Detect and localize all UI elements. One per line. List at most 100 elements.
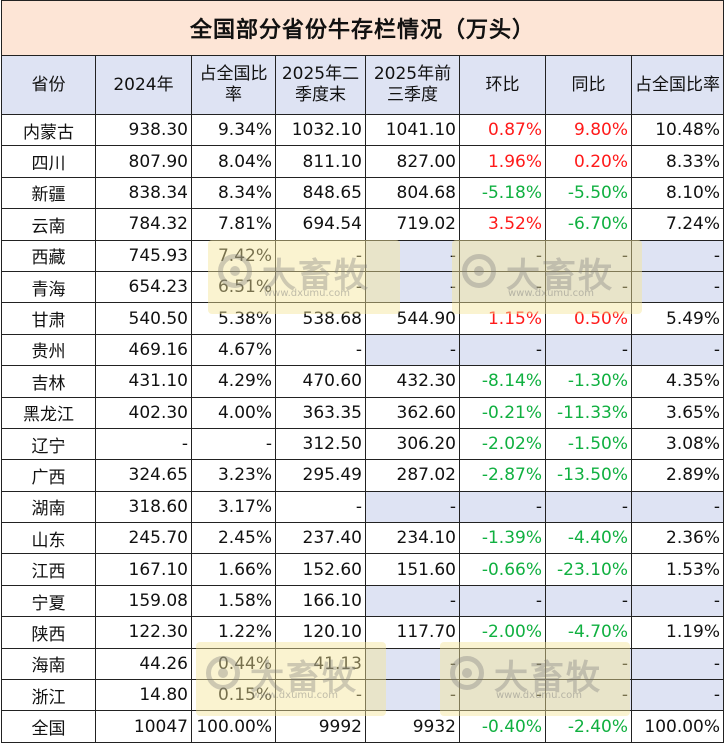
- cell-yoy: 0.20%: [545, 145, 632, 178]
- cell-share-latest: -: [630, 270, 724, 304]
- cell-share-2024: 7.81%: [191, 208, 276, 241]
- table-row: 吉林 431.10 4.29% 470.60 432.30 -8.14% -1.30% 4.3…: [1, 365, 724, 398]
- cell-2025-q2: 848.65: [275, 176, 366, 210]
- cell-2025-q3: 827.00: [365, 145, 460, 178]
- cell-yoy: -5.50%: [545, 176, 632, 210]
- cell-province: 陕西: [1, 616, 96, 649]
- cell-yoy: -: [545, 584, 632, 618]
- cell-2025-q2: 470.60: [275, 365, 366, 398]
- cell-yoy: 0.50%: [545, 302, 632, 335]
- cell-province: 吉林: [1, 365, 96, 398]
- cell-share-2024: 3.23%: [191, 459, 276, 492]
- cell-province: 新疆: [1, 176, 96, 210]
- cell-2025-q2: 120.10: [275, 616, 366, 649]
- cell-share-latest: -: [630, 490, 724, 524]
- cell-mom: -: [459, 333, 546, 367]
- cell-2024: 540.50: [95, 302, 192, 335]
- table-row: 全国 10047 100.00% 9992 9932 -0.40% -2.40% 100.00…: [1, 710, 724, 743]
- cell-2025-q2: 41.13: [275, 647, 366, 681]
- cell-2025-q2: -: [275, 490, 366, 524]
- cell-mom: 1.96%: [459, 145, 546, 178]
- header-mom: 环比: [459, 55, 546, 115]
- cell-province: 全国: [1, 710, 96, 743]
- cell-mom: -2.02%: [459, 427, 546, 461]
- cell-2025-q2: 237.40: [275, 522, 366, 555]
- cell-yoy: -13.50%: [545, 459, 632, 492]
- cell-yoy: -2.40%: [545, 710, 632, 743]
- table-row: 新疆 838.34 8.34% 848.65 804.68 -5.18% -5.50% 8.1…: [1, 176, 724, 210]
- cell-share-2024: 4.29%: [191, 365, 276, 398]
- table-row: 内蒙古 938.30 9.34% 1032.10 1041.10 0.87% 9.80% 10…: [1, 113, 724, 147]
- cell-share-2024: 4.67%: [191, 333, 276, 367]
- cell-2025-q3: 719.02: [365, 208, 460, 241]
- cell-2024: 431.10: [95, 365, 192, 398]
- cell-2025-q2: -: [275, 270, 366, 304]
- cell-yoy: -: [545, 270, 632, 304]
- cell-share-2024: 7.42%: [191, 239, 276, 272]
- cell-share-latest: -: [630, 239, 724, 272]
- cell-yoy: -: [545, 679, 632, 712]
- cell-2025-q3: -: [365, 333, 460, 367]
- table-row: 四川 807.90 8.04% 811.10 827.00 1.96% 0.20% 8.33%: [1, 145, 724, 178]
- cell-share-latest: 100.00%: [630, 710, 724, 743]
- cell-2025-q2: 295.49: [275, 459, 366, 492]
- cell-2024: 745.93: [95, 239, 192, 272]
- cell-share-2024: 3.17%: [191, 490, 276, 524]
- cell-share-2024: 2.45%: [191, 522, 276, 555]
- cell-yoy: -4.40%: [545, 522, 632, 555]
- cell-2024: 807.90: [95, 145, 192, 178]
- cell-share-latest: 3.65%: [630, 396, 724, 429]
- cell-mom: -8.14%: [459, 365, 546, 398]
- cell-2024: 159.08: [95, 584, 192, 618]
- cell-mom: -2.87%: [459, 459, 546, 492]
- table-row: 甘肃 540.50 5.38% 538.68 544.90 1.15% 0.50% 5.49%: [1, 302, 724, 335]
- table-row: 黑龙江 402.30 4.00% 363.35 362.60 -0.21% -11.33% 3…: [1, 396, 724, 429]
- table-row: 宁夏 159.08 1.58% 166.10- - - -: [1, 584, 724, 618]
- table-row: 海南 44.26 0.44% 41.13- - - -: [1, 647, 724, 681]
- table-row: 西藏 745.93 7.42% - - - - -: [1, 239, 724, 272]
- cell-2024: 838.34: [95, 176, 192, 210]
- cell-share-2024: 1.58%: [191, 584, 276, 618]
- cell-2025-q2: 166.10: [275, 584, 366, 618]
- table-row: 广西 324.65 3.23% 295.49 287.02 -2.87% -13.50% 2.…: [1, 459, 724, 492]
- cell-share-2024: 8.04%: [191, 145, 276, 178]
- cell-mom: -0.40%: [459, 710, 546, 743]
- cell-mom: -: [459, 490, 546, 524]
- cell-share-2024: 4.00%: [191, 396, 276, 429]
- cell-share-latest: 5.49%: [630, 302, 724, 335]
- cell-2025-q2: -: [275, 679, 366, 712]
- cell-province: 甘肃: [1, 302, 96, 335]
- cell-share-latest: 10.48%: [630, 113, 724, 147]
- cell-2025-q3: 432.30: [365, 365, 460, 398]
- cell-province: 四川: [1, 145, 96, 178]
- cell-mom: 3.52%: [459, 208, 546, 241]
- cell-mom: 0.87%: [459, 113, 546, 147]
- cell-province: 湖南: [1, 490, 96, 524]
- cell-mom: -: [459, 679, 546, 712]
- cell-2025-q2: 363.35: [275, 396, 366, 429]
- cell-2025-q3: 151.60: [365, 553, 460, 586]
- cell-province: 辽宁: [1, 427, 96, 461]
- cell-mom: -2.00%: [459, 616, 546, 649]
- cell-share-latest: 2.89%: [630, 459, 724, 492]
- cell-share-2024: -: [191, 427, 276, 461]
- cell-2025-q2: -: [275, 239, 366, 272]
- cell-province: 广西: [1, 459, 96, 492]
- cell-2025-q3: 9932: [365, 710, 460, 743]
- table-row: 青海 654.23 6.51% - - - - -: [1, 270, 724, 304]
- table-row: 云南 784.32 7.81% 694.54 719.02 3.52% -6.70% 7.24…: [1, 208, 724, 241]
- cell-2025-q2: 312.50: [275, 427, 366, 461]
- table-row: 浙江 14.80 0.15% - - - - -: [1, 679, 724, 712]
- cell-2025-q3: -: [365, 490, 460, 524]
- cell-share-2024: 0.15%: [191, 679, 276, 712]
- cell-2024: 784.32: [95, 208, 192, 241]
- cell-mom: -: [459, 239, 546, 272]
- cell-share-2024: 9.34%: [191, 113, 276, 147]
- cell-share-latest: 7.24%: [630, 208, 724, 241]
- cell-share-latest: 1.53%: [630, 553, 724, 586]
- table-row: 陕西 122.30 1.22% 120.10 117.70 -2.00% -4.70% 1.1…: [1, 616, 724, 649]
- cell-share-latest: 8.33%: [630, 145, 724, 178]
- cell-2025-q3: 544.90: [365, 302, 460, 335]
- cell-province: 内蒙古: [1, 113, 96, 147]
